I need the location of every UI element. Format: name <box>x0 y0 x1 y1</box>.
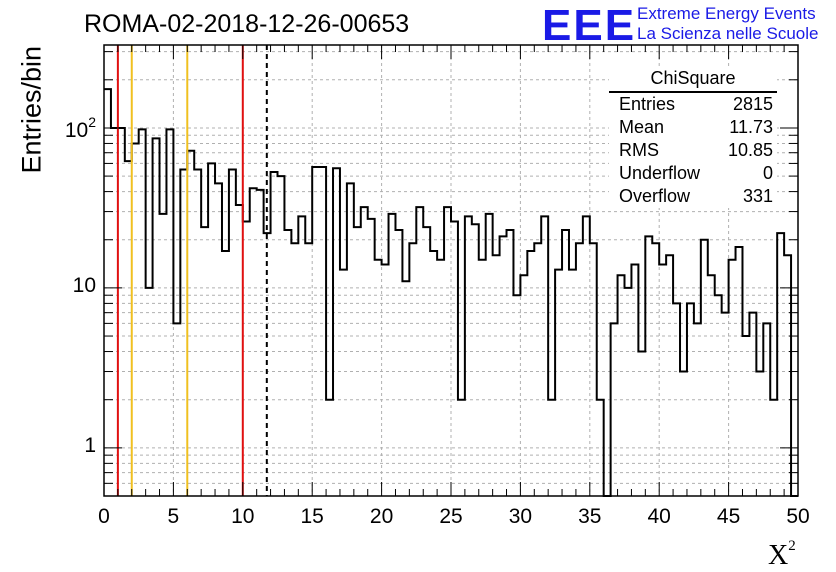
stats-value: 331 <box>742 186 773 206</box>
stats-row: Mean 11.73 <box>609 116 777 139</box>
stats-label: Entries <box>619 94 676 114</box>
stats-value: 2815 <box>732 94 773 114</box>
stats-row: Underflow 0 <box>609 162 777 185</box>
x-tick-label: 35 <box>578 505 602 528</box>
x-tick-label: 50 <box>786 505 810 528</box>
x-tick-label: 5 <box>167 505 180 528</box>
stats-label: RMS <box>619 140 659 160</box>
y-tick-label: 1 <box>84 433 96 457</box>
x-tick-label: 15 <box>300 505 324 528</box>
stats-title: ChiSquare <box>609 68 777 93</box>
stats-label: Mean <box>619 117 665 137</box>
stats-value: 10.85 <box>727 140 773 160</box>
chart-title: ROMA-02-2018-12-26-00653 <box>84 10 410 38</box>
stats-row: Overflow 331 <box>609 185 777 208</box>
x-tick-label: 25 <box>439 505 463 528</box>
histogram-series <box>104 88 798 497</box>
stats-row: RMS 10.85 <box>609 139 777 162</box>
stats-value: 0 <box>762 163 773 183</box>
logo-line-1: Extreme Energy Events <box>637 4 816 23</box>
y-tick-label: 102 <box>64 113 96 142</box>
x-tick-label: 0 <box>98 505 110 528</box>
x-tick-label: 20 <box>369 505 394 528</box>
x-tick-label: 10 <box>231 505 255 528</box>
x-axis-label-base: X <box>768 540 789 571</box>
stats-value: 11.73 <box>729 117 773 137</box>
stats-row: Entries 2815 <box>609 93 777 116</box>
x-axis-label: X2 <box>768 538 796 572</box>
eee-logo: EEE <box>542 1 637 50</box>
x-tick-label: 30 <box>508 505 533 528</box>
x-tick-label: 45 <box>716 505 741 528</box>
stats-label: Underflow <box>619 163 701 183</box>
y-tick-label: 10 <box>72 273 96 297</box>
logo-line-2: La Scienza nelle Scuole <box>637 24 819 43</box>
x-axis-label-sup: 2 <box>788 538 796 554</box>
stats-label: Overflow <box>619 186 691 206</box>
x-tick-label: 40 <box>647 505 671 528</box>
stats-box: ChiSquare Entries 2815 Mean 11.73 RMS 10.85… <box>609 68 777 208</box>
